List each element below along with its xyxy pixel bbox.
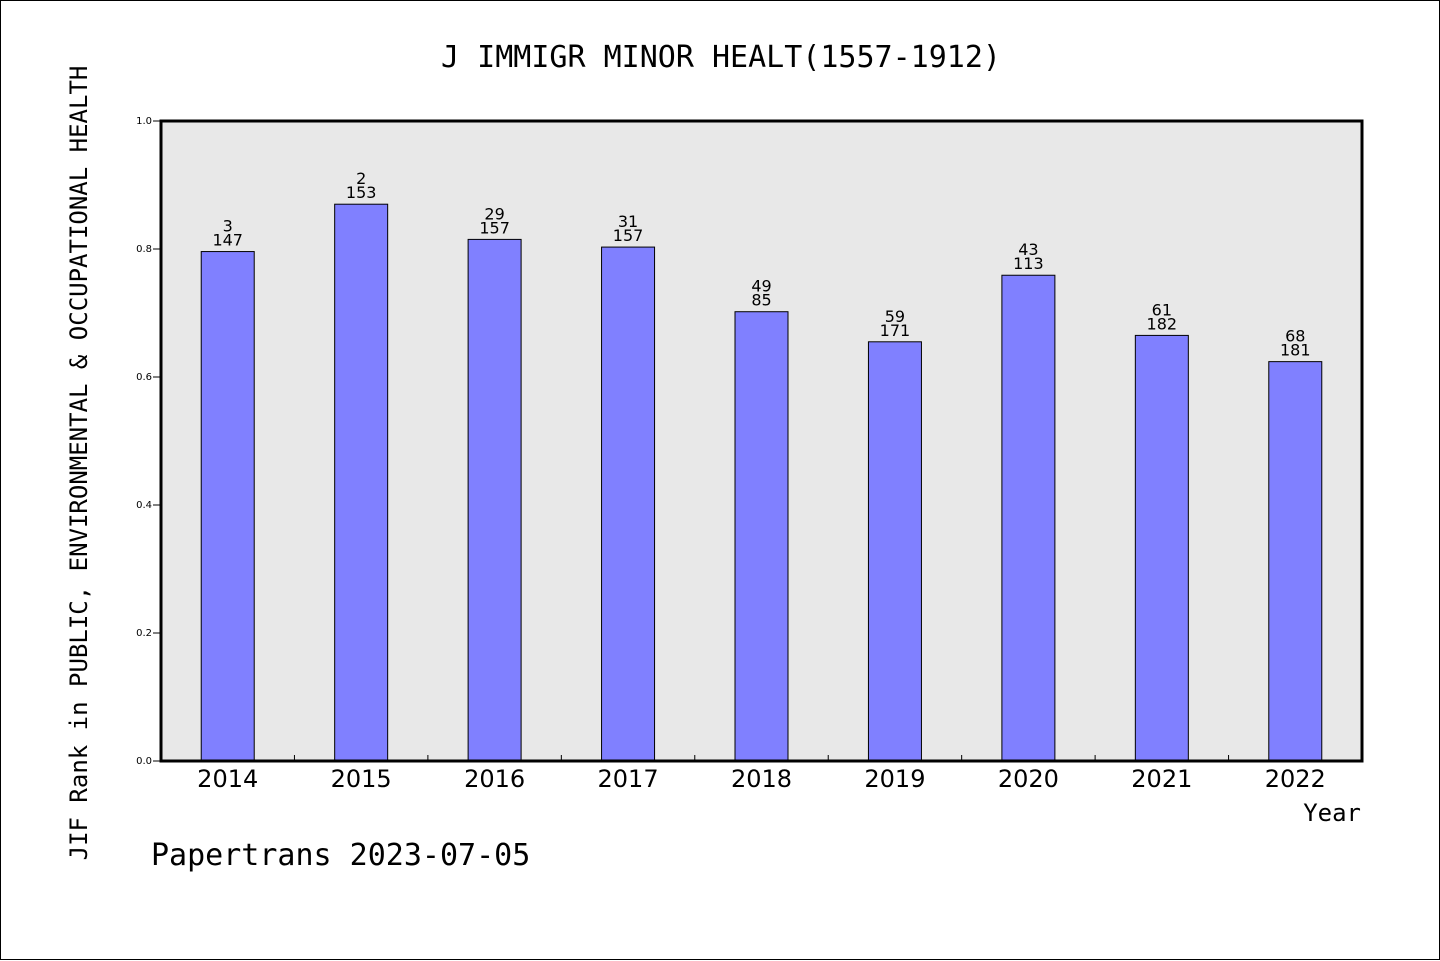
bar-total-label: 182	[1147, 314, 1178, 333]
x-tick-label: 2018	[731, 765, 792, 793]
y-tick-label: 0.6	[136, 372, 152, 383]
bar-2020	[1001, 274, 1056, 762]
bar-rank-label: 49	[751, 277, 771, 296]
x-tick-label: 2016	[464, 765, 525, 793]
bar-total-label: 157	[479, 218, 510, 237]
chart-title: J IMMIGR MINOR HEALT(1557-1912)	[441, 40, 1001, 75]
bar-total-label: 171	[880, 321, 911, 340]
bar-total-label: 147	[212, 231, 243, 250]
x-tick-label: 2019	[864, 765, 925, 793]
bar-2019	[867, 341, 922, 762]
y-tick-label: 0.0	[136, 756, 152, 767]
y-axis-label: JIF Rank in PUBLIC, ENVIRONMENTAL & OCCU…	[65, 66, 93, 861]
x-axis-label: Year	[1303, 799, 1361, 827]
bar-2016	[467, 238, 522, 762]
x-tick-label: 2014	[197, 765, 258, 793]
x-tick-label: 2017	[598, 765, 659, 793]
bar-rank-label: 68	[1285, 327, 1305, 346]
plot-border	[159, 119, 1364, 763]
bar-total-label: 153	[346, 183, 377, 202]
bar-rank-label: 43	[1018, 240, 1038, 259]
bar-2017	[601, 246, 656, 762]
footer-credit: Papertrans 2023-07-05	[151, 838, 530, 873]
bar-rank-label: 3	[223, 217, 233, 236]
bar-total-label: 157	[613, 226, 644, 245]
y-tick-label: 0.2	[136, 628, 152, 639]
bar-2022	[1268, 361, 1323, 762]
bar-rank-label: 2	[356, 169, 366, 188]
x-tick-label: 2020	[998, 765, 1059, 793]
bar-rank-label: 31	[618, 212, 638, 231]
y-axis-ticks: 0.0 0.2 0.4 0.6 0.8 1.0	[136, 116, 161, 767]
y-tick-label: 0.8	[136, 244, 152, 255]
bar-rank-label: 29	[484, 204, 504, 223]
x-tick-label: 2015	[331, 765, 392, 793]
x-tick-label: 2022	[1265, 765, 1326, 793]
bar-rank-label: 59	[885, 307, 905, 326]
x-axis-ticks: 2014 2015 2016 2017 2018 2019 2020 2021 2022	[197, 755, 1326, 793]
bar-rank-label: 61	[1152, 300, 1172, 319]
bar-2014	[200, 251, 255, 762]
bar-2021	[1134, 334, 1189, 762]
x-tick-label: 2021	[1131, 765, 1192, 793]
bar-total-label: 113	[1013, 254, 1044, 273]
bar-total-label: 181	[1280, 341, 1311, 360]
y-tick-label: 1.0	[136, 116, 152, 127]
bars-group	[200, 203, 1323, 762]
bar-total-label: 85	[751, 291, 771, 310]
bar-2018	[734, 311, 789, 762]
y-tick-label: 0.4	[136, 500, 152, 511]
bar-2015	[334, 203, 389, 762]
